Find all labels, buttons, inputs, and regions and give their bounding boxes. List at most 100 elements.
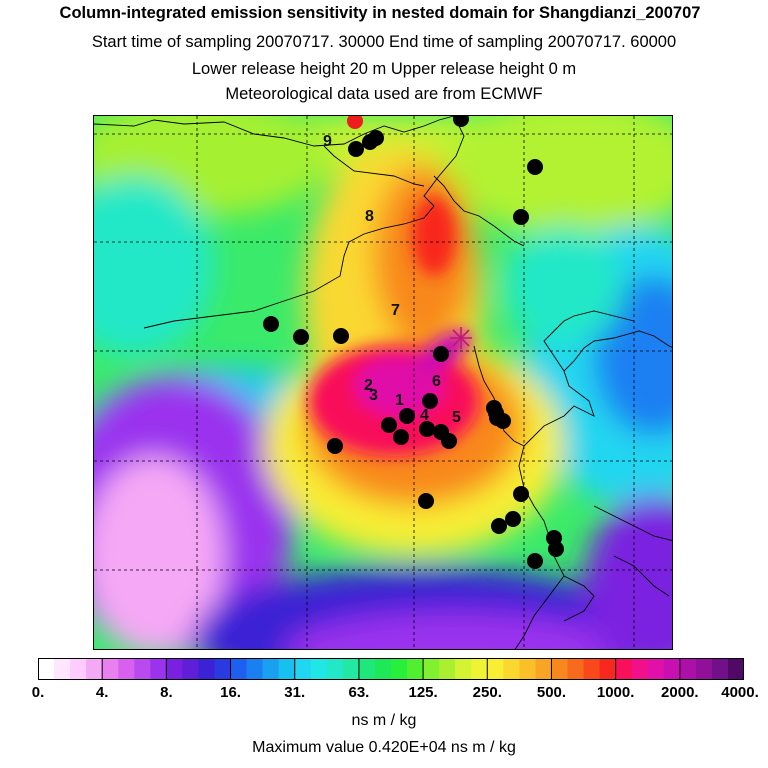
map-borders bbox=[94, 116, 672, 649]
field-left-cyan bbox=[94, 176, 214, 356]
colorbar-swatch bbox=[310, 658, 328, 680]
map-grid bbox=[94, 116, 672, 649]
site-label: 4 bbox=[420, 407, 429, 424]
colorbar-swatch bbox=[278, 658, 296, 680]
colorbar-tick-label: 63. bbox=[348, 684, 370, 701]
colorbar-swatch bbox=[262, 658, 280, 680]
border-line bbox=[94, 116, 455, 147]
colorbar-swatch bbox=[519, 658, 537, 680]
met-data-text: Meteorological data used are from ECMWF bbox=[225, 85, 543, 103]
colorbar-tick-label: 125. bbox=[408, 684, 438, 701]
border-line bbox=[613, 555, 670, 597]
site-label: 1 bbox=[395, 392, 404, 409]
site-label: 5 bbox=[452, 409, 461, 426]
colorbar-swatch bbox=[54, 658, 71, 680]
colorbar-swatch bbox=[102, 658, 119, 680]
colorbar-swatch bbox=[182, 658, 200, 680]
site-label: 2 bbox=[364, 377, 373, 394]
colorbar-swatch bbox=[695, 658, 713, 680]
colorbar-swatch bbox=[535, 658, 553, 680]
site-labels: 9 8 7 2 3 1 6 4 5 bbox=[323, 133, 461, 426]
field-core-magenta bbox=[354, 356, 444, 416]
site-marker bbox=[527, 159, 543, 175]
site-label: 6 bbox=[432, 373, 441, 390]
site-marker bbox=[418, 493, 434, 509]
site-marker bbox=[488, 405, 504, 421]
site-marker bbox=[293, 329, 309, 345]
colorbar-swatch bbox=[679, 658, 697, 680]
site-marker bbox=[422, 393, 438, 409]
site-marker bbox=[505, 511, 521, 527]
colorbar-swatch bbox=[423, 658, 440, 680]
colorbar-swatch bbox=[198, 658, 216, 680]
colorbar-tick-label: 31. bbox=[284, 684, 306, 701]
map-svg: 9 8 7 2 3 1 6 4 5 bbox=[94, 116, 672, 649]
site-marker bbox=[327, 438, 343, 454]
site-label: 7 bbox=[391, 302, 400, 319]
site-marker bbox=[348, 141, 364, 157]
chart-title: Column-integrated emission sensitivity i… bbox=[59, 4, 701, 22]
colorbar-swatch bbox=[246, 658, 264, 680]
site-marker bbox=[491, 518, 507, 534]
site-marker bbox=[453, 116, 469, 127]
release-height-text: Lower release height 20 m Upper release … bbox=[191, 60, 577, 78]
colorbar-swatch bbox=[38, 658, 55, 680]
colorbar-tick-label: 8. bbox=[160, 684, 173, 701]
colorbar-swatch bbox=[407, 658, 424, 680]
colorbar-tick-label: 1000. bbox=[596, 684, 635, 701]
highlighted-site-marker bbox=[347, 116, 363, 129]
colorbar-swatch bbox=[374, 658, 392, 680]
site-marker bbox=[419, 421, 435, 437]
max-value-text: Maximum value 0.420E+04 ns m / kg bbox=[252, 739, 516, 756]
site-marker bbox=[433, 346, 449, 362]
site-label: 3 bbox=[369, 387, 378, 404]
coastline bbox=[543, 310, 635, 372]
site-marker bbox=[333, 328, 349, 344]
field-south-purple bbox=[284, 611, 624, 649]
colorbar-svg bbox=[38, 658, 744, 680]
colorbar-swatch bbox=[166, 658, 184, 680]
sampling-time-text: Start time of sampling 20070717. 30000 E… bbox=[91, 33, 677, 51]
colorbar-swatch bbox=[727, 658, 744, 680]
field-north-red bbox=[412, 196, 456, 276]
colorbar-swatch bbox=[391, 658, 408, 680]
colorbar-swatch bbox=[214, 658, 232, 680]
colorbar-swatch bbox=[471, 658, 488, 680]
site-marker bbox=[263, 316, 279, 332]
colorbar-swatch bbox=[599, 658, 617, 680]
colorbar-swatch bbox=[455, 658, 472, 680]
colorbar-swatch bbox=[150, 658, 167, 680]
colorbar-tick-label: 16. bbox=[220, 684, 241, 701]
colorbar-tick-label: 500. bbox=[536, 684, 567, 701]
site-markers bbox=[263, 116, 564, 569]
colorbar-swatch bbox=[230, 658, 248, 680]
colorbar-swatch bbox=[118, 658, 135, 680]
site-label: 8 bbox=[365, 208, 374, 225]
colorbar-swatch bbox=[86, 658, 103, 680]
colorbar-swatch bbox=[551, 658, 569, 680]
site-marker bbox=[393, 429, 409, 445]
field-top-right bbox=[444, 116, 672, 236]
border-line bbox=[593, 505, 672, 541]
site-marker bbox=[441, 433, 457, 449]
colorbar bbox=[38, 658, 744, 680]
site-marker bbox=[513, 486, 529, 502]
colorbar-swatch bbox=[663, 658, 681, 680]
receptor-stroke bbox=[452, 329, 470, 347]
site-marker bbox=[381, 417, 397, 433]
colorbar-border bbox=[38, 658, 744, 680]
colorbar-swatch bbox=[647, 658, 665, 680]
colorbar-swatch bbox=[342, 658, 360, 680]
colorbar-swatch bbox=[583, 658, 601, 680]
colorbar-swatch bbox=[631, 658, 649, 680]
colorbar-tick-label: 4000. bbox=[721, 684, 759, 701]
colorbar-swatch bbox=[567, 658, 585, 680]
coastline bbox=[563, 575, 595, 622]
border-line bbox=[323, 145, 425, 187]
receptor-marker bbox=[450, 327, 472, 349]
border-line bbox=[143, 116, 465, 329]
colorbar-tick-label: 0. bbox=[31, 684, 45, 701]
colorbar-swatch bbox=[134, 658, 151, 680]
coastline bbox=[523, 330, 672, 447]
colorbar-swatch bbox=[487, 658, 504, 680]
